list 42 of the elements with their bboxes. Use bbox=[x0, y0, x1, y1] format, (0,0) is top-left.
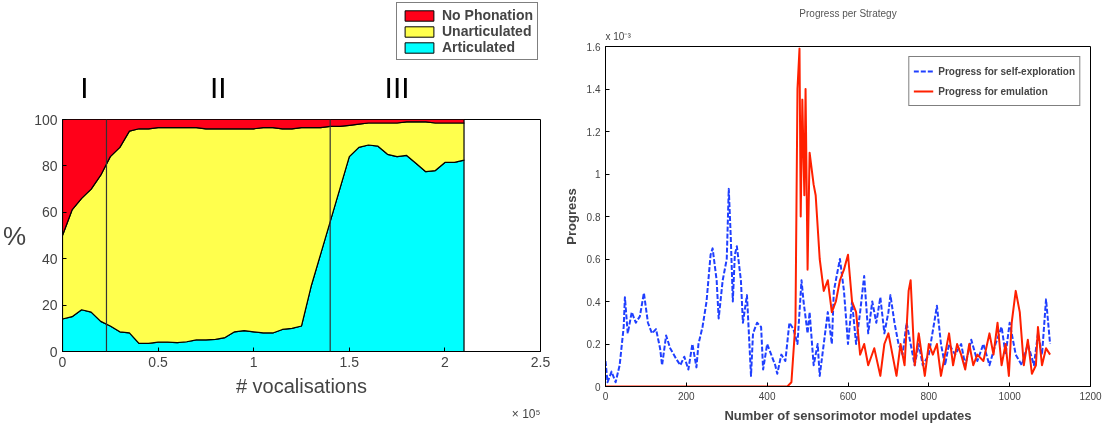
x-tick-label: 2 bbox=[441, 353, 450, 370]
x-tick-label: 800 bbox=[920, 390, 938, 402]
y-tick-label: 60 bbox=[41, 204, 58, 221]
x-tick-label: 400 bbox=[758, 390, 776, 402]
x-tick-label: 1200 bbox=[1079, 390, 1103, 402]
y-tick-label: 0.2 bbox=[586, 339, 601, 350]
y-tick-label: 0.8 bbox=[586, 211, 601, 223]
legend-label: Progress for emulation bbox=[938, 85, 1048, 97]
x-tick-label: 600 bbox=[839, 390, 857, 402]
legend-label: Progress for self-exploration bbox=[938, 65, 1075, 77]
y-tick-label: 40 bbox=[41, 250, 58, 267]
text: x 10⁻³ bbox=[605, 30, 632, 42]
y-tick-label: 20 bbox=[41, 297, 58, 314]
y-axis-title: % bbox=[3, 220, 27, 251]
y-tick-label: 100 bbox=[34, 111, 58, 128]
y-tick-label: 0 bbox=[594, 381, 601, 393]
y-tick-label: 80 bbox=[41, 157, 58, 174]
text: II bbox=[209, 71, 227, 105]
x-tick-label: 0 bbox=[602, 390, 609, 402]
x-tick-label: 1 bbox=[249, 353, 258, 370]
chart-title: Progress per Strategy bbox=[799, 7, 897, 19]
x-axis-title: # vocalisations bbox=[235, 374, 368, 397]
legend-label: Articulated bbox=[442, 39, 516, 55]
y-tick-label: 1.4 bbox=[586, 84, 601, 95]
y-tick-label: 1.6 bbox=[586, 41, 601, 53]
x-tick-label: 0.5 bbox=[148, 353, 169, 370]
text: I bbox=[80, 71, 89, 105]
y-tick-label: 0.6 bbox=[586, 254, 601, 265]
y-tick-label: 1.2 bbox=[586, 126, 601, 138]
text: III bbox=[384, 71, 410, 105]
y-tick-label: 0.4 bbox=[586, 296, 601, 308]
y-axis-title: Progress bbox=[563, 188, 579, 245]
x-tick-label: 2.5 bbox=[530, 353, 551, 370]
line-series bbox=[605, 187, 1052, 384]
legend-label: Unarticulated bbox=[442, 23, 532, 39]
x-tick-label: 200 bbox=[677, 390, 696, 402]
x-tick-label: 1000 bbox=[998, 390, 1022, 402]
x-tick-label: 1.5 bbox=[339, 353, 360, 370]
x-axis-title: Number of sensorimotor model updates bbox=[724, 407, 972, 423]
legend-label: No Phonation bbox=[442, 7, 533, 23]
text: × 10⁵ bbox=[511, 406, 541, 421]
y-tick-label: 1 bbox=[594, 169, 601, 180]
